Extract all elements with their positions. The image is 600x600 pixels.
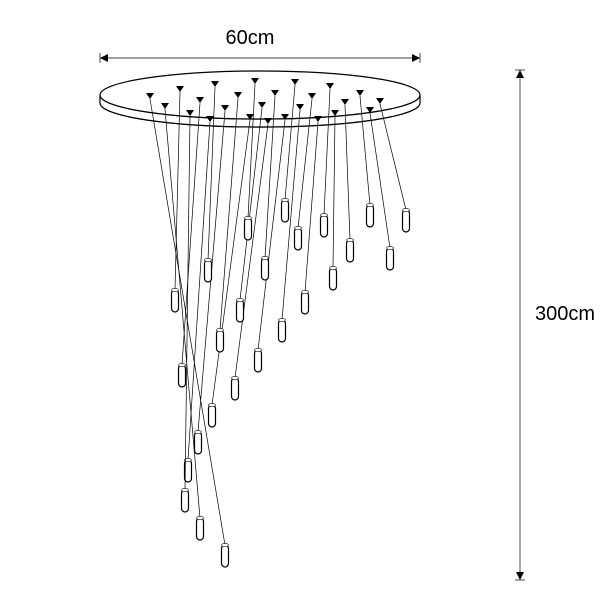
- pendant-body: [302, 290, 309, 314]
- pendant-body: [179, 363, 186, 387]
- pendant-body: [367, 203, 374, 227]
- pendant-body: [245, 216, 252, 240]
- pendant-body: [387, 246, 394, 270]
- pendant-body: [182, 488, 189, 512]
- pendant-body: [232, 376, 239, 400]
- pendant-body: [403, 208, 410, 232]
- pendant-body: [197, 516, 204, 540]
- pendant-body: [255, 348, 262, 372]
- pendant-body: [279, 318, 286, 342]
- pendant-body: [217, 328, 224, 352]
- pendant-body: [282, 198, 289, 222]
- height-label: 300cm: [535, 303, 595, 325]
- pendant-body: [237, 298, 244, 322]
- pendant-body: [222, 543, 229, 567]
- pendant-body: [205, 258, 212, 282]
- pendant-body: [172, 288, 179, 312]
- pendant-body: [295, 226, 302, 250]
- pendant-body: [195, 430, 202, 454]
- pendant-light-diagram: 60cm 300cm: [0, 0, 600, 600]
- pendant-body: [330, 266, 337, 290]
- pendant-body: [209, 403, 216, 427]
- pendant-body: [321, 213, 328, 237]
- width-label: 60cm: [226, 27, 275, 49]
- pendant-body: [347, 238, 354, 262]
- pendant-body: [262, 256, 269, 280]
